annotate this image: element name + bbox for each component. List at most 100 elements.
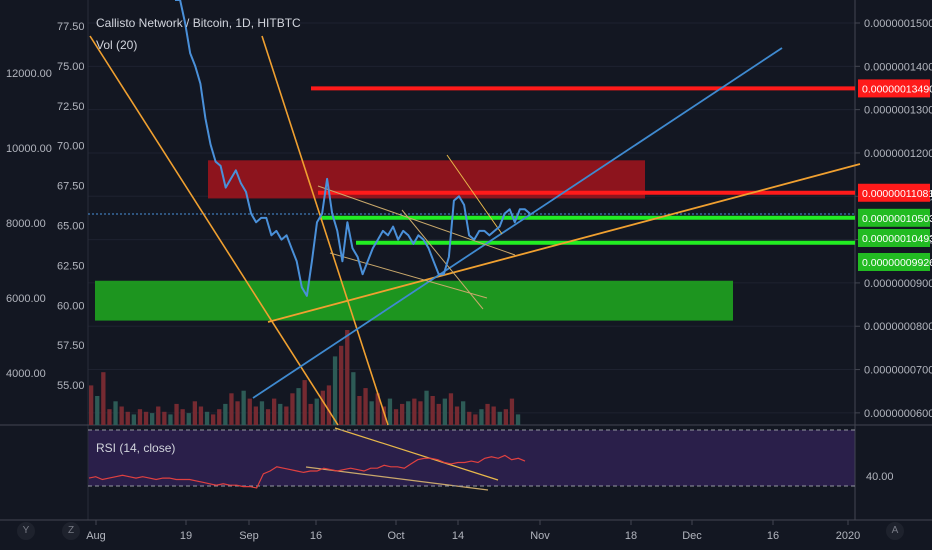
x-axis-labels: Aug 19 Sep 16 Oct 14 Nov 18 Dec 16 2020 bbox=[86, 520, 860, 542]
volume-bar bbox=[101, 372, 106, 425]
left-inner-tick-label: 62.50 bbox=[57, 260, 85, 272]
wedge-line-4[interactable] bbox=[446, 154, 503, 235]
price-badge-label: 0.00000009926 bbox=[862, 257, 932, 269]
volume-bar bbox=[308, 403, 313, 425]
x-tick-label: Dec bbox=[682, 530, 702, 542]
left-inner-tick-label: 57.50 bbox=[57, 340, 85, 352]
left-outer-tick-label: 6000.00 bbox=[6, 293, 46, 305]
uptrend-line-blue[interactable] bbox=[252, 47, 783, 399]
volume-bar bbox=[467, 411, 472, 425]
volume-bar bbox=[479, 409, 484, 425]
volume-bar bbox=[503, 409, 508, 425]
x-tick-label: Oct bbox=[387, 530, 404, 542]
volume-bar bbox=[150, 413, 155, 425]
left-inner-tick-label: 77.50 bbox=[57, 21, 85, 33]
volume-bar bbox=[320, 390, 325, 425]
left-inner-tick-label: 70.00 bbox=[57, 141, 85, 153]
left-outer-tick-label: 4000.00 bbox=[6, 368, 46, 380]
volume-bar bbox=[387, 398, 393, 425]
axis-btn-z[interactable]: Z bbox=[62, 522, 80, 540]
x-tick-label: Nov bbox=[530, 530, 550, 542]
wedge-line-2[interactable] bbox=[329, 252, 488, 299]
price-badge-label: 0.00000010503 bbox=[862, 213, 932, 225]
price-badge-label: 0.00000010493 bbox=[862, 233, 932, 245]
x-tick-label: 18 bbox=[625, 530, 637, 542]
support-zone[interactable] bbox=[95, 280, 733, 321]
price-badge bbox=[858, 208, 930, 227]
downtrend-line-orange-1[interactable] bbox=[89, 35, 339, 426]
volume-bar bbox=[119, 406, 124, 425]
wedge-line-1[interactable] bbox=[317, 185, 516, 256]
x-tick-label: 19 bbox=[180, 530, 192, 542]
rsi-level-label: 40.00 bbox=[866, 471, 894, 483]
volume-bar bbox=[393, 409, 399, 425]
volume-bar bbox=[418, 401, 423, 426]
price-badge bbox=[858, 79, 930, 98]
x-tick-label: 14 bbox=[452, 530, 464, 542]
left-inner-tick-label: 67.50 bbox=[57, 181, 85, 193]
price-badges: 0.00000013490 0.00000011081 0.00000010503 0… bbox=[858, 79, 932, 271]
x-tick-label: 16 bbox=[310, 530, 322, 542]
volume-bar bbox=[180, 409, 185, 425]
volume-bar bbox=[485, 403, 490, 425]
x-tick-label: Aug bbox=[86, 530, 106, 542]
left-inner-tick-label: 60.00 bbox=[57, 300, 85, 312]
volume-bar bbox=[461, 401, 466, 426]
price-badge bbox=[858, 183, 930, 202]
left-inner-tick-label: 72.50 bbox=[57, 101, 85, 113]
volume-bar bbox=[363, 388, 368, 425]
volume-bar bbox=[247, 398, 252, 425]
price-line[interactable] bbox=[175, 0, 531, 297]
uptrend-line-orange[interactable] bbox=[267, 163, 861, 323]
wedge-line-3[interactable] bbox=[401, 209, 484, 310]
volume-bar bbox=[491, 406, 496, 425]
left-inner-tick-label: 55.00 bbox=[57, 380, 85, 392]
x-tick-label: Sep bbox=[239, 530, 259, 542]
volume-label: Vol (20) bbox=[96, 38, 138, 52]
volume-bar bbox=[351, 372, 356, 425]
volume-bar bbox=[436, 403, 441, 425]
volume-bar bbox=[259, 401, 265, 426]
volume-bar bbox=[497, 411, 502, 425]
volume-bar bbox=[400, 403, 405, 425]
volume-bar bbox=[278, 403, 283, 425]
volume-bar bbox=[326, 385, 332, 425]
rsi-indicator-label: RSI (14, close) bbox=[96, 441, 176, 455]
volume-bar bbox=[473, 414, 478, 425]
volume-bar bbox=[314, 398, 319, 425]
auto-scale-button[interactable]: A bbox=[886, 522, 904, 540]
volume-bar bbox=[131, 414, 136, 425]
left-outer-tick-label: 10000.00 bbox=[6, 143, 52, 155]
volume-bar bbox=[381, 406, 386, 425]
volume-bar bbox=[272, 398, 277, 425]
volume-bar bbox=[174, 403, 179, 425]
volume-bar bbox=[357, 396, 362, 425]
rsi-trend-line-1[interactable] bbox=[334, 427, 499, 481]
x-tick-label: 16 bbox=[767, 530, 779, 542]
volume-bar bbox=[235, 401, 240, 426]
volume-bar bbox=[107, 409, 112, 425]
volume-bar bbox=[168, 414, 173, 425]
downtrend-line-orange-2[interactable] bbox=[261, 35, 389, 426]
rsi-line[interactable] bbox=[88, 454, 526, 489]
left-outer-tick-label: 12000.00 bbox=[6, 68, 52, 80]
left-axis-outer-labels: 12000.00 10000.00 8000.00 6000.00 4000.00 bbox=[6, 68, 52, 380]
volume-bar bbox=[95, 396, 100, 425]
right-tick-label: 0.00000006000 bbox=[864, 408, 932, 420]
volume-bar bbox=[302, 380, 307, 425]
volume-bar bbox=[345, 330, 350, 425]
volume-bar bbox=[375, 393, 380, 425]
left-outer-tick-label: 8000.00 bbox=[6, 218, 46, 230]
volume-bar bbox=[424, 390, 429, 425]
volume-bar bbox=[253, 406, 258, 425]
chart-title: Callisto Network / Bitcoin, 1D, HITBTC bbox=[96, 16, 301, 30]
left-inner-tick-label: 65.00 bbox=[57, 220, 85, 232]
volume-bar bbox=[509, 398, 515, 425]
volume-bar bbox=[430, 396, 435, 425]
axis-btn-y[interactable]: Y bbox=[17, 522, 35, 540]
volume-bar bbox=[406, 401, 411, 426]
